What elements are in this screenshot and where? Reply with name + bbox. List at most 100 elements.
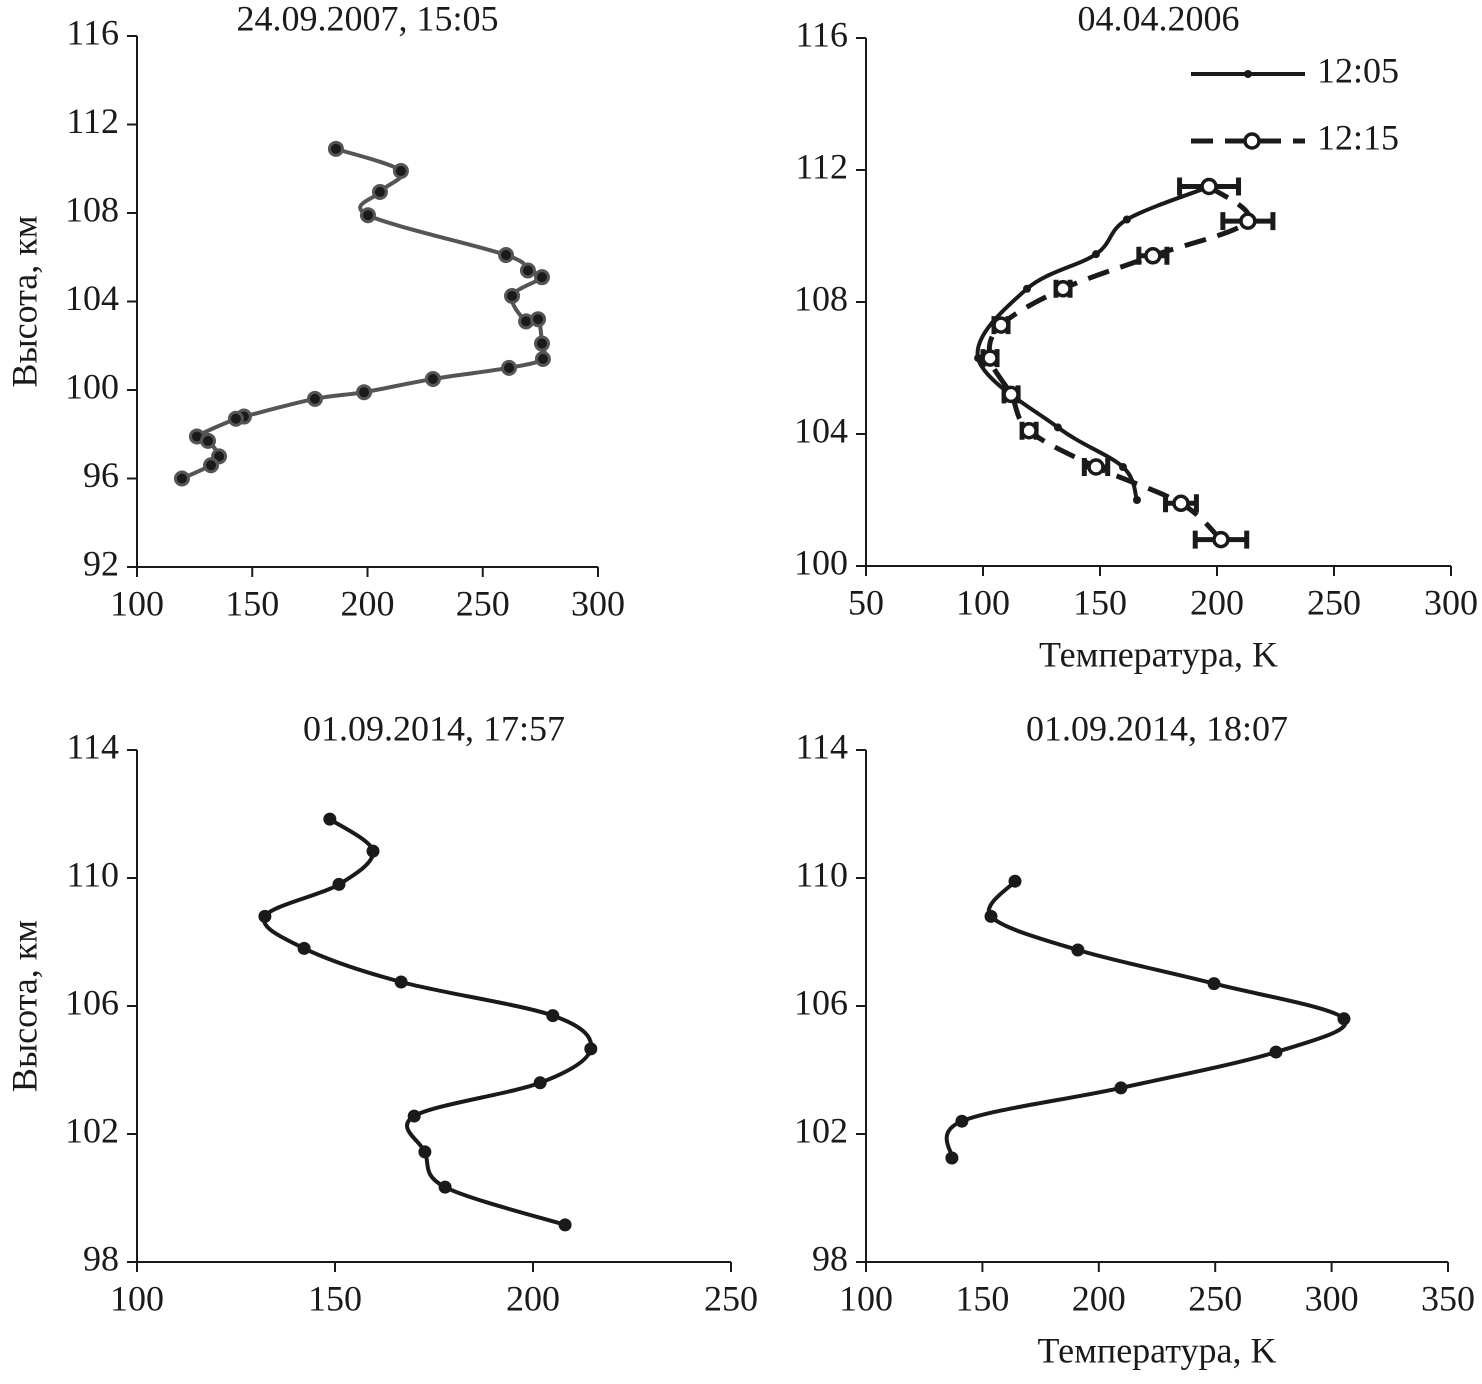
x-tick-label: 150 — [225, 583, 279, 623]
x-tick-label: 200 — [1190, 582, 1244, 622]
legend-marker — [1243, 132, 1261, 150]
data-point — [533, 335, 550, 352]
data-point — [258, 909, 272, 923]
y-tick-label: 106 — [65, 982, 119, 1022]
data-point — [584, 1042, 598, 1056]
data-point — [1337, 1012, 1351, 1026]
x-tick-label: 100 — [110, 1278, 164, 1318]
data-point — [1144, 247, 1162, 265]
data-point — [327, 140, 344, 157]
y-tick-label: 102 — [794, 1110, 848, 1150]
data-point — [1053, 423, 1062, 432]
y-axis-label: Высота, км — [4, 215, 44, 387]
data-point — [1200, 177, 1218, 196]
y-tick-label: 114 — [66, 726, 119, 766]
data-point — [1022, 284, 1031, 293]
y-tick-label: 108 — [794, 278, 848, 318]
subplot-title: 04.04.2006 — [1078, 0, 1240, 38]
data-point — [981, 349, 999, 367]
y-tick-label: 106 — [794, 982, 848, 1022]
data-point — [1002, 385, 1020, 404]
data-point — [297, 941, 311, 955]
y-tick-label: 96 — [83, 455, 119, 495]
subplot-title: 01.09.2014, 18:07 — [1026, 708, 1288, 748]
y-tick-label: 98 — [812, 1238, 848, 1278]
profile-line — [986, 184, 1252, 542]
y-tick-label: 108 — [65, 189, 119, 229]
x-tick-label: 200 — [506, 1278, 560, 1318]
data-point — [394, 975, 408, 989]
x-tick-label: 150 — [1073, 582, 1127, 622]
profile-line — [262, 817, 594, 1227]
y-tick-label: 112 — [66, 101, 119, 141]
subplot: 98 102 106 110 114 100 150 200 250 300 350 01.09.20… — [794, 708, 1475, 1370]
data-point — [501, 359, 518, 376]
data-point — [546, 1009, 560, 1023]
data-point — [371, 183, 388, 200]
legend-label: 12:05 — [1317, 50, 1399, 90]
data-point — [1132, 496, 1141, 504]
data-point — [392, 162, 409, 179]
y-tick-label: 112 — [795, 146, 848, 186]
data-point — [1020, 421, 1038, 440]
subplot-title: 01.09.2014, 17:57 — [303, 708, 565, 748]
y-tick-label: 110 — [795, 854, 848, 894]
x-tick-label: 300 — [571, 583, 625, 623]
x-tick-label: 250 — [704, 1278, 758, 1318]
y-tick-label: 110 — [66, 854, 119, 894]
x-tick-label: 100 — [956, 582, 1010, 622]
data-point — [1092, 250, 1101, 259]
legend-label: 12:15 — [1317, 117, 1399, 157]
data-point — [438, 1180, 452, 1194]
data-point — [366, 844, 380, 858]
subplot: 92 96 100 104 108 112 116 100 150 200 250 300 24.09.… — [4, 0, 625, 623]
x-tick-label: 100 — [839, 1278, 893, 1318]
y-tick-label: 102 — [65, 1110, 119, 1150]
data-point — [1172, 494, 1190, 513]
x-axis-label: Температура, K — [1038, 1330, 1277, 1370]
data-point — [1207, 977, 1221, 991]
data-point — [173, 470, 190, 487]
data-point — [945, 1151, 959, 1165]
data-point — [1118, 463, 1127, 471]
y-tick-label: 116 — [795, 14, 848, 54]
data-point — [984, 909, 998, 923]
data-point — [1071, 943, 1085, 957]
data-point — [202, 457, 219, 474]
data-point — [992, 316, 1010, 334]
data-point — [407, 1109, 421, 1123]
x-axis-label: Температура, K — [1039, 634, 1278, 674]
x-tick-label: 250 — [1188, 1278, 1242, 1318]
data-point — [498, 247, 515, 264]
data-point — [227, 410, 244, 427]
data-point — [558, 1218, 572, 1232]
y-tick-label: 98 — [83, 1238, 119, 1278]
data-point — [332, 877, 346, 891]
x-tick-label: 300 — [1424, 582, 1478, 622]
profile-line — [975, 184, 1211, 501]
data-point — [1269, 1045, 1283, 1059]
data-point — [504, 287, 521, 304]
x-tick-label: 250 — [456, 583, 510, 623]
data-point — [1122, 215, 1131, 224]
x-tick-label: 100 — [110, 583, 164, 623]
data-point — [306, 390, 323, 407]
y-tick-label: 100 — [794, 542, 848, 582]
data-point — [1212, 530, 1230, 549]
x-tick-label: 300 — [1305, 1278, 1359, 1318]
subplot-title: 24.09.2007, 15:05 — [236, 0, 498, 38]
x-tick-label: 200 — [1072, 1278, 1126, 1318]
legend-marker — [1244, 70, 1252, 78]
data-point — [418, 1145, 432, 1159]
x-tick-label: 50 — [848, 582, 884, 622]
data-point — [1054, 280, 1072, 298]
x-tick-label: 200 — [341, 583, 395, 623]
data-point — [533, 1076, 547, 1090]
y-axis-label: Высота, км — [4, 920, 44, 1092]
y-tick-label: 116 — [66, 12, 119, 52]
y-tick-label: 104 — [794, 410, 848, 450]
y-tick-label: 100 — [65, 366, 119, 406]
y-tick-label: 114 — [795, 726, 848, 766]
data-point — [1008, 874, 1022, 888]
